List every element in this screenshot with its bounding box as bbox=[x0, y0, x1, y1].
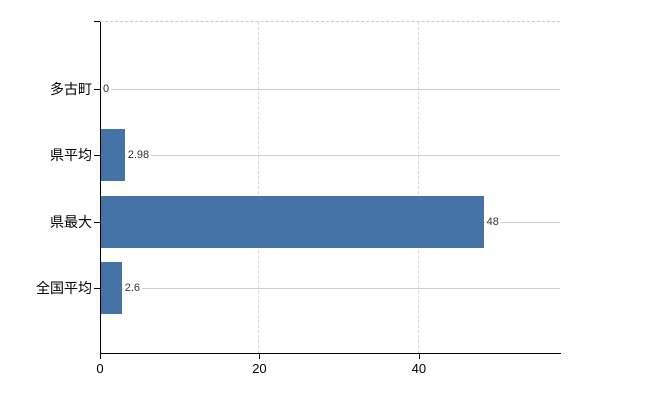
x-axis-tick-label: 40 bbox=[411, 361, 427, 376]
x-axis-tick-label: 20 bbox=[252, 361, 267, 376]
value-label: 48 bbox=[484, 215, 501, 229]
category-gridline bbox=[101, 89, 560, 90]
y-axis-tick bbox=[94, 89, 100, 90]
plot-top-border bbox=[100, 21, 560, 22]
category-label: 多古町 bbox=[50, 81, 92, 97]
x-axis-tick bbox=[259, 354, 261, 359]
category-label: 県最大 bbox=[50, 213, 92, 230]
x-axis-line bbox=[100, 353, 561, 354]
x-axis-tick bbox=[418, 354, 420, 359]
value-label: 2.98 bbox=[125, 149, 152, 163]
y-axis-tick bbox=[94, 287, 100, 289]
category-gridline bbox=[101, 155, 560, 157]
x-gridline bbox=[258, 22, 260, 353]
category-label: 全国平均 bbox=[36, 279, 92, 296]
x-axis-tick bbox=[100, 354, 101, 359]
value-label: 2.6 bbox=[122, 281, 143, 295]
y-axis-line bbox=[100, 22, 101, 353]
category-gridline bbox=[101, 287, 560, 289]
bar-全国平均 bbox=[101, 261, 122, 314]
y-axis-top-tick bbox=[94, 21, 100, 22]
bar-県平均 bbox=[101, 129, 125, 182]
bar-県最大 bbox=[101, 195, 484, 248]
category-label: 県平均 bbox=[50, 147, 92, 164]
y-axis-tick bbox=[94, 221, 100, 223]
plot-area bbox=[100, 22, 560, 353]
value-label: 0 bbox=[101, 83, 112, 96]
y-axis-tick bbox=[94, 155, 100, 157]
x-gridline bbox=[417, 22, 419, 353]
x-axis-tick-label: 0 bbox=[96, 361, 104, 376]
